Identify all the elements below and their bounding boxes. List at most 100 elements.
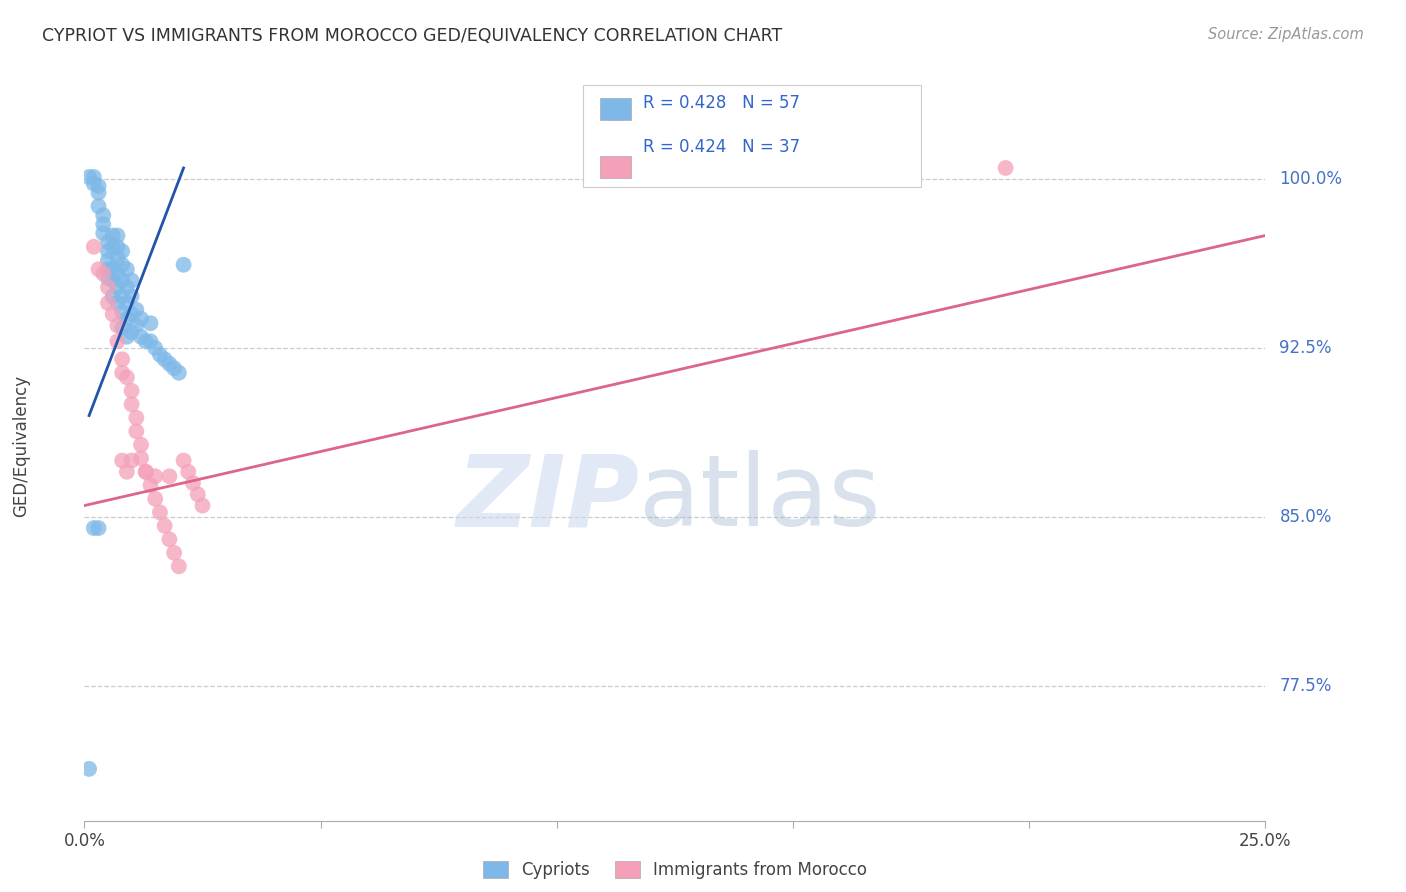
Point: [83, 177, 105, 191]
Point: [115, 370, 138, 384]
Point: [115, 262, 138, 277]
Point: [97, 271, 120, 285]
Point: [91, 226, 114, 240]
Point: [153, 518, 176, 533]
Point: [115, 330, 138, 344]
Text: 77.5%: 77.5%: [1279, 677, 1331, 695]
Point: [107, 240, 129, 254]
Point: [97, 280, 120, 294]
Point: [125, 318, 148, 333]
Point: [111, 244, 134, 259]
Point: [139, 334, 162, 349]
Point: [173, 258, 195, 272]
Point: [91, 208, 114, 222]
Text: 100.0%: 100.0%: [1279, 170, 1343, 188]
Point: [83, 169, 105, 184]
Point: [97, 244, 120, 259]
Text: R = 0.428   N = 57: R = 0.428 N = 57: [643, 94, 800, 112]
Point: [107, 334, 129, 349]
Point: [111, 453, 134, 467]
Point: [97, 253, 120, 268]
Point: [107, 280, 129, 294]
Text: 92.5%: 92.5%: [1279, 339, 1331, 357]
Point: [167, 559, 190, 574]
Text: 85.0%: 85.0%: [1279, 508, 1331, 525]
Point: [163, 361, 186, 376]
Point: [111, 320, 134, 334]
Point: [135, 334, 157, 349]
Point: [121, 453, 143, 467]
Point: [121, 307, 143, 321]
Point: [135, 465, 157, 479]
Point: [111, 289, 134, 303]
Text: CYPRIOT VS IMMIGRANTS FROM MOROCCO GED/EQUIVALENCY CORRELATION CHART: CYPRIOT VS IMMIGRANTS FROM MOROCCO GED/E…: [42, 27, 782, 45]
Point: [111, 258, 134, 272]
Point: [101, 228, 124, 243]
Point: [129, 438, 152, 452]
Point: [129, 311, 152, 326]
Point: [97, 262, 120, 277]
Point: [121, 397, 143, 411]
Point: [149, 348, 172, 362]
Point: [167, 366, 190, 380]
Point: [187, 487, 209, 501]
Point: [101, 289, 124, 303]
Point: [107, 318, 129, 333]
Point: [77, 169, 100, 184]
Point: [181, 476, 204, 491]
Point: [135, 465, 157, 479]
Point: [157, 357, 180, 371]
Point: [125, 302, 148, 317]
Point: [177, 465, 200, 479]
Point: [163, 546, 186, 560]
Point: [97, 296, 120, 310]
Point: [101, 240, 124, 254]
Point: [87, 521, 110, 535]
Text: R = 0.424   N = 37: R = 0.424 N = 37: [643, 138, 800, 156]
Point: [143, 469, 166, 483]
Text: atlas: atlas: [640, 450, 882, 548]
Point: [101, 273, 124, 287]
Point: [149, 505, 172, 519]
Point: [125, 425, 148, 439]
Text: GED/Equivalency: GED/Equivalency: [13, 375, 30, 517]
Point: [107, 251, 129, 265]
Point: [101, 307, 124, 321]
Point: [97, 235, 120, 250]
Point: [115, 296, 138, 310]
Point: [87, 178, 110, 193]
Point: [111, 305, 134, 319]
Point: [121, 384, 143, 398]
Point: [107, 228, 129, 243]
Point: [129, 330, 152, 344]
Point: [143, 491, 166, 506]
Point: [153, 352, 176, 367]
Point: [121, 325, 143, 339]
Text: Source: ZipAtlas.com: Source: ZipAtlas.com: [1208, 27, 1364, 42]
Point: [101, 262, 124, 277]
Point: [111, 352, 134, 367]
Point: [143, 341, 166, 355]
Point: [173, 453, 195, 467]
Point: [121, 289, 143, 303]
Point: [115, 280, 138, 294]
Point: [87, 199, 110, 213]
Point: [91, 267, 114, 281]
Point: [139, 316, 162, 330]
Point: [111, 273, 134, 287]
Point: [157, 469, 180, 483]
Point: [111, 366, 134, 380]
Point: [139, 478, 162, 492]
Point: [115, 311, 138, 326]
Point: [125, 410, 148, 425]
Point: [87, 262, 110, 277]
Point: [83, 521, 105, 535]
Point: [83, 240, 105, 254]
Legend: Cypriots, Immigrants from Morocco: Cypriots, Immigrants from Morocco: [477, 854, 873, 886]
Point: [87, 186, 110, 200]
Point: [121, 273, 143, 287]
Point: [77, 762, 100, 776]
Point: [115, 465, 138, 479]
Point: [157, 533, 180, 547]
Point: [994, 161, 1017, 175]
